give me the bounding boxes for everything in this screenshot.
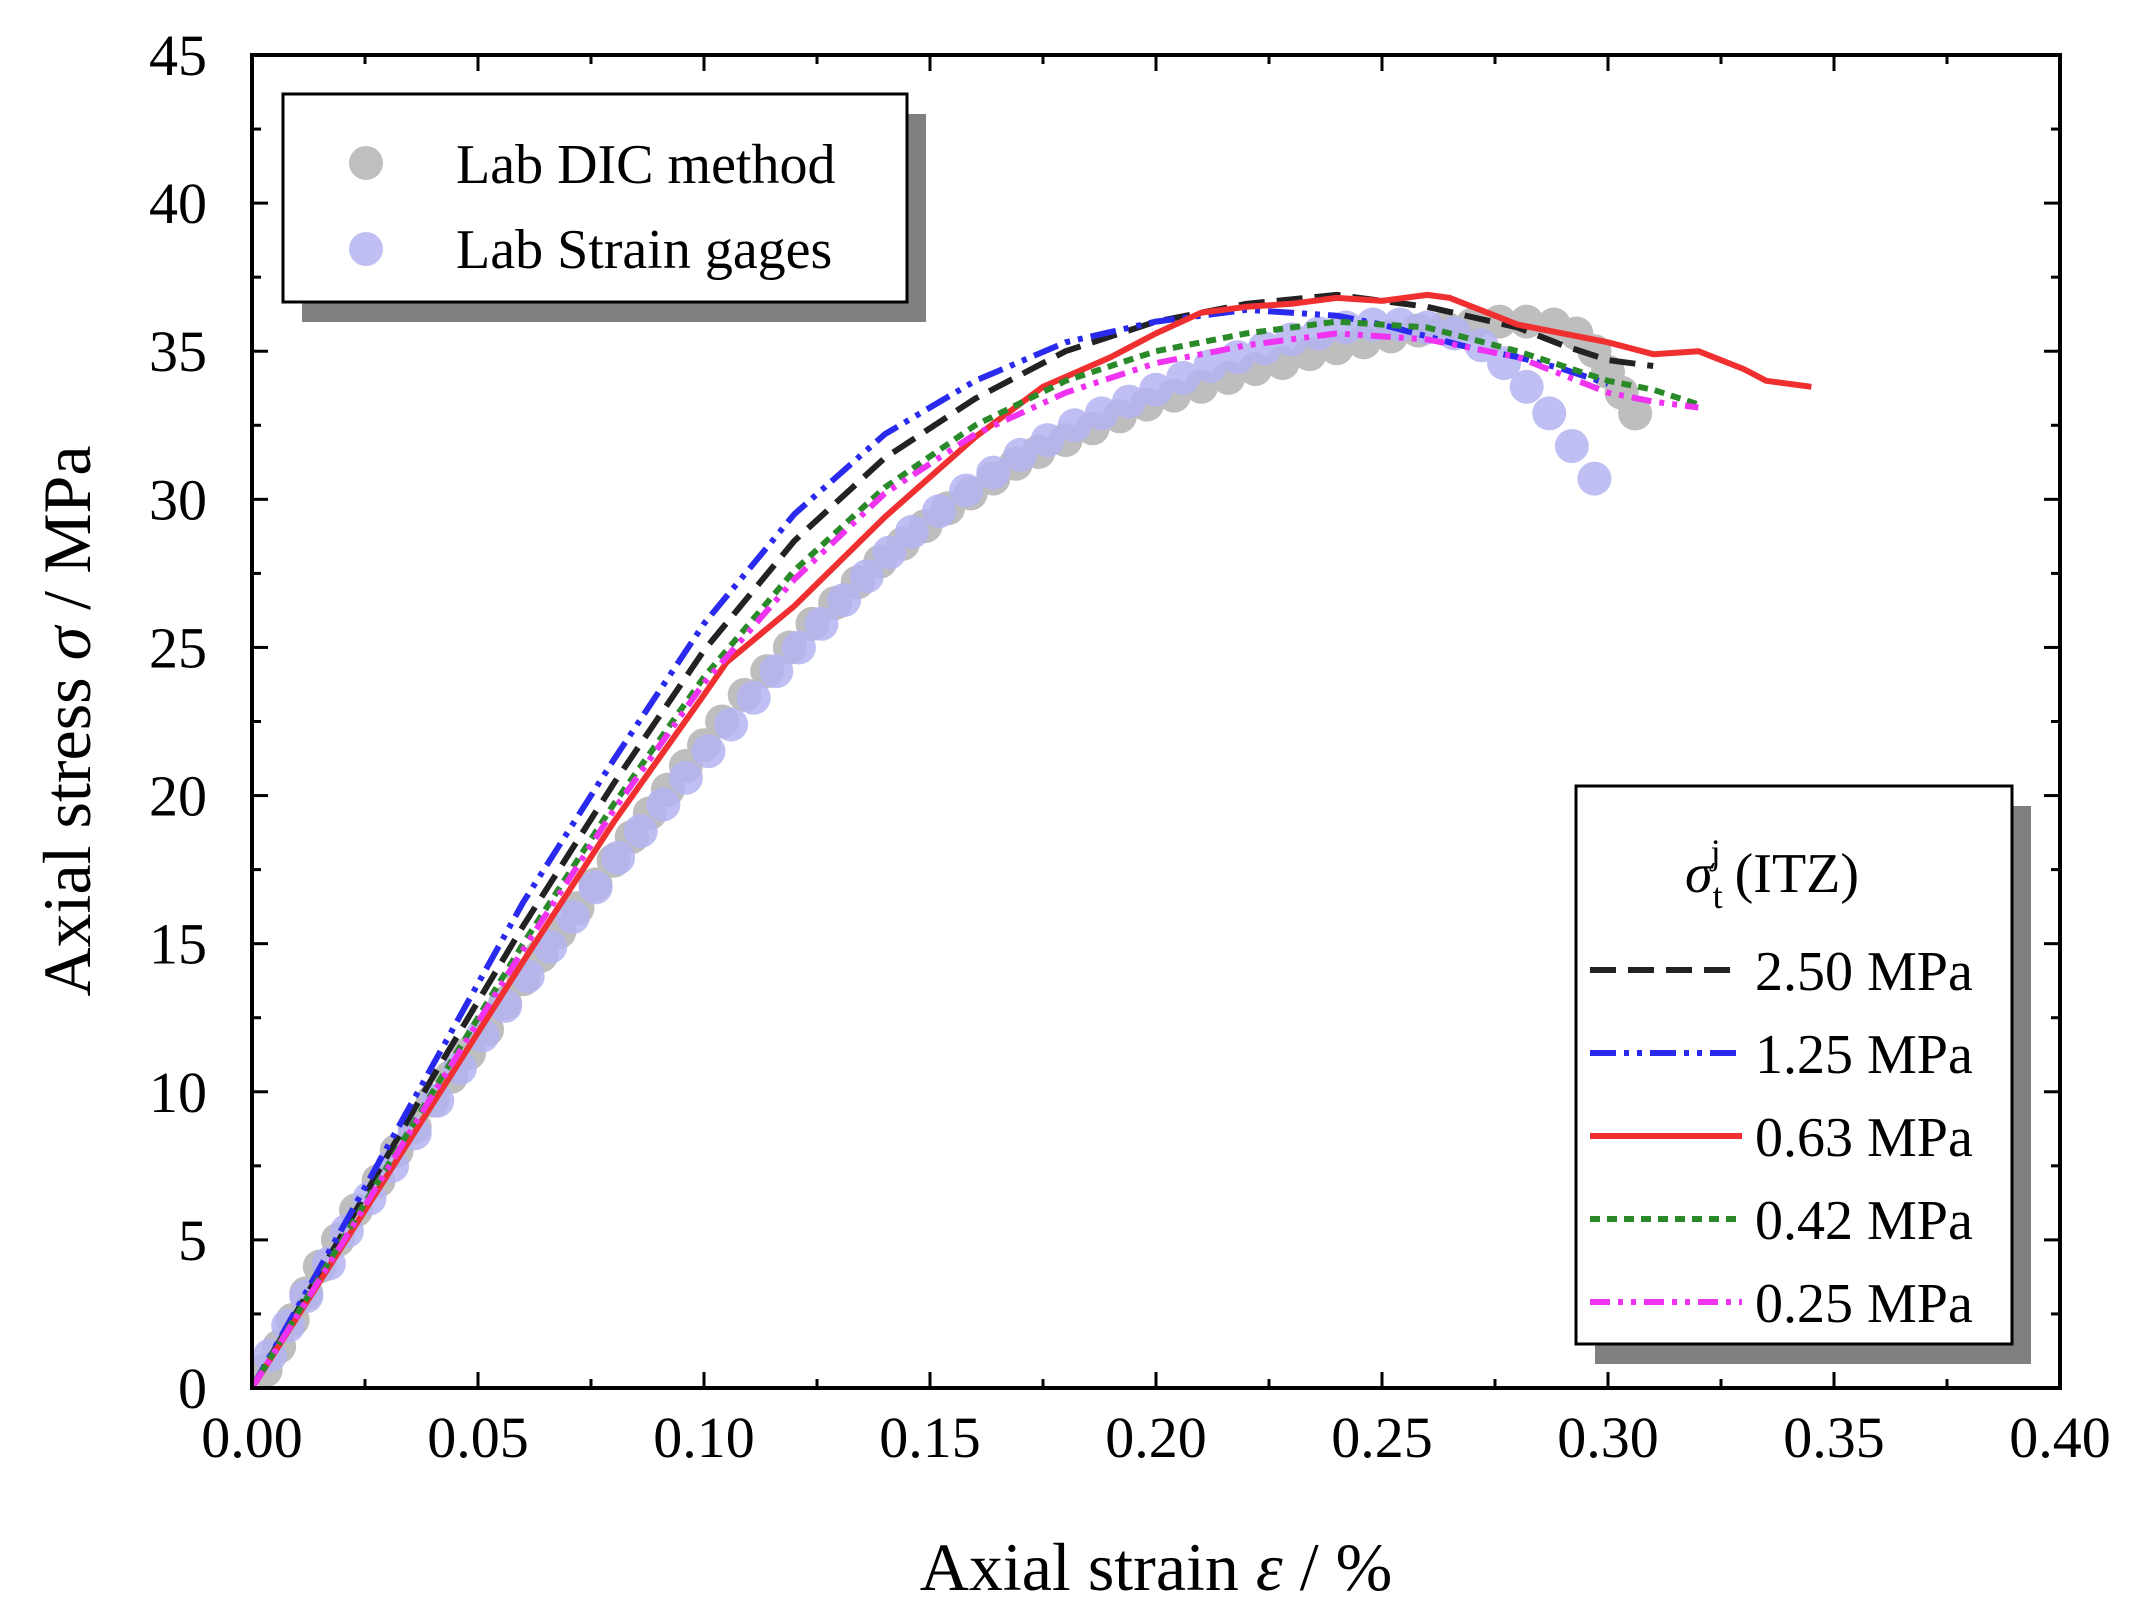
scatter-point [1003, 437, 1038, 472]
scatter-point [1139, 372, 1173, 407]
scatter-point [1554, 429, 1589, 464]
line-legend-box [1574, 784, 2014, 1346]
scatter-point [555, 900, 590, 935]
scatter-point [1030, 423, 1065, 458]
scatter-point [1111, 384, 1146, 419]
scatter-point [1618, 396, 1653, 431]
scatter-point [646, 787, 681, 822]
y-tick-label: 20 [149, 764, 207, 829]
scatter-point [804, 606, 839, 641]
scatter-point [1084, 396, 1119, 431]
scatter-point [1328, 310, 1363, 345]
y-tick-label: 5 [178, 1208, 207, 1273]
x-tick-label: 0.05 [427, 1405, 529, 1470]
line-series-0-42-mpa [252, 318, 1700, 1388]
line-legend-title: σtj (ITZ) [1685, 832, 1859, 916]
line-layer [252, 291, 1812, 1388]
scatter-point [872, 535, 907, 570]
legend-marker-lab-dic [349, 146, 383, 180]
scatter-point [1057, 408, 1092, 443]
legend-label-0-25-mpa: 0.25 MPa [1755, 1273, 1973, 1335]
y-tick-label: 35 [149, 319, 207, 384]
scatter-point [922, 494, 957, 529]
x-tick-label: 0.35 [1783, 1405, 1885, 1470]
line-series-0-63-mpa [252, 291, 1812, 1388]
y-tick-label: 45 [149, 23, 207, 88]
x-tick-label: 0.00 [201, 1405, 303, 1470]
scatter-point [1355, 307, 1390, 342]
scatter-point [1166, 360, 1201, 395]
scatter-point [578, 870, 613, 905]
scatter-legend-box [281, 92, 909, 304]
scatter-point [849, 559, 884, 594]
legend-label-0-42-mpa: 0.42 MPa [1755, 1190, 1973, 1252]
line-series-1-25-mpa [252, 306, 1609, 1388]
scatter-point [781, 630, 816, 665]
y-tick-label: 40 [149, 171, 207, 236]
x-tick-label: 0.20 [1105, 1405, 1207, 1470]
scatter-point [668, 760, 703, 795]
scatter-point [894, 514, 929, 549]
line-series-2-50-mpa [252, 291, 1654, 1388]
x-tick-label: 0.10 [653, 1405, 755, 1470]
y-tick-label: 15 [149, 912, 207, 977]
legend-label-lab-strain-gages: Lab Strain gages [456, 219, 832, 281]
y-axis-title: Axial stress σ / MPa [29, 445, 105, 996]
x-tick-label: 0.25 [1331, 1405, 1433, 1470]
scatter-point [623, 814, 658, 849]
scatter-point [691, 734, 726, 769]
scatter-point [714, 707, 749, 742]
y-tick-label: 0 [178, 1356, 207, 1421]
scatter-point [759, 654, 794, 689]
scatter-point [976, 455, 1011, 490]
scatter-point [1193, 349, 1228, 384]
scatter-point [736, 680, 771, 715]
y-tick-label: 10 [149, 1060, 207, 1125]
legend-label-1-25-mpa: 1.25 MPa [1755, 1024, 1973, 1086]
x-tick-labels: 0.00 0.05 0.10 0.15 0.20 0.25 0.30 0.35 0.40 [201, 1405, 2111, 1470]
x-tick-label: 0.40 [2009, 1405, 2111, 1470]
axis-ticks [250, 53, 2062, 1390]
scatter-point [827, 583, 862, 618]
legend-label-2-50-mpa: 2.50 MPa [1755, 941, 1973, 1003]
scatter-legend: Lab DIC method Lab Strain gages [281, 92, 926, 322]
legend-label-lab-dic: Lab DIC method [456, 134, 835, 196]
scatter-point [1577, 461, 1612, 496]
scatter-point [601, 840, 636, 875]
scatter-point [1532, 396, 1567, 431]
scatter-point [949, 473, 984, 508]
scatter-point [1509, 369, 1544, 404]
legend-label-0-63-mpa: 0.63 MPa [1755, 1107, 1973, 1169]
x-tick-label: 0.15 [879, 1405, 981, 1470]
legend-marker-lab-strain-gages [349, 232, 383, 266]
line-legend: σtj (ITZ) 2.50 MPa 1.25 MPa 0.63 MPa 0.42 M… [1574, 784, 2031, 1364]
y-tick-label: 30 [149, 467, 207, 532]
line-series-0-25-mpa [252, 330, 1699, 1388]
y-tick-labels: 0 5 10 15 20 25 30 35 40 45 [149, 23, 207, 1421]
x-tick-label: 0.30 [1557, 1405, 1659, 1470]
x-axis-title: Axial strain ε / % [920, 1529, 1393, 1605]
y-tick-label: 25 [149, 615, 207, 680]
